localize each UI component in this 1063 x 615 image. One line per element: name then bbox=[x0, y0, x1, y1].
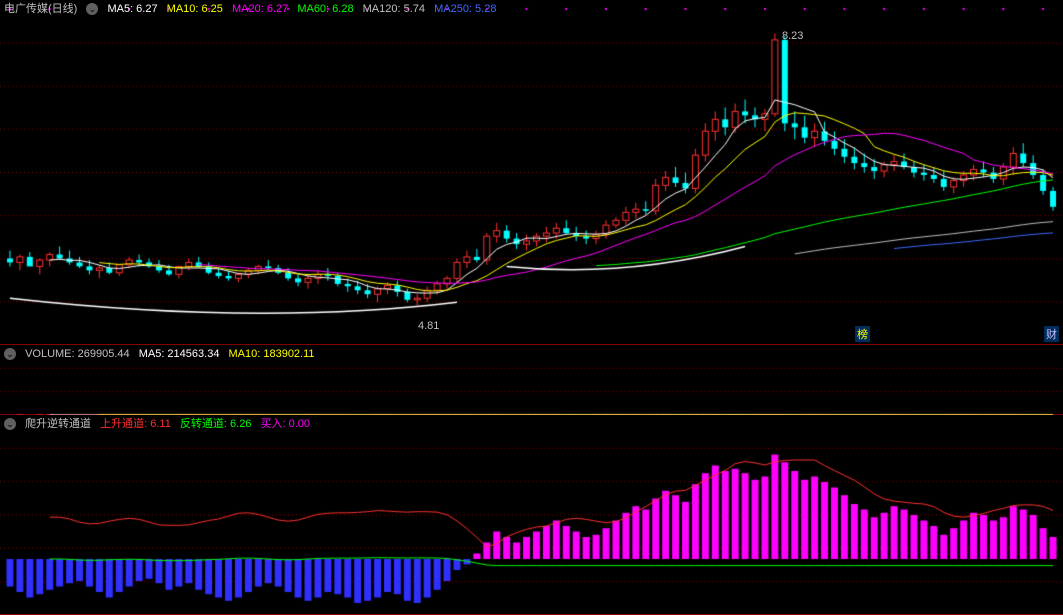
indicator-panel[interactable]: ⌄ 爬升逆转通道 上升通道: 6.11 反转通道: 6.26 买入: 0.00 bbox=[0, 415, 1063, 615]
price-chart-panel[interactable]: 电广传媒(日线) ⌄ MA5: 6.27 MA10: 6.25 MA20: 6.… bbox=[0, 0, 1063, 345]
reverse-channel-label: 反转通道: 6.26 bbox=[180, 418, 252, 430]
low-price-label: 4.81 bbox=[418, 320, 439, 332]
expand-icon[interactable]: ⌄ bbox=[4, 418, 16, 430]
stock-name-label: 电广传媒(日线) bbox=[4, 3, 77, 15]
volume-panel[interactable]: ⌄ VOLUME: 269905.44 MA5: 214563.34 MA10:… bbox=[0, 345, 1063, 415]
expand-icon[interactable]: ⌄ bbox=[4, 348, 16, 360]
buy-label: 买入: 0.00 bbox=[261, 418, 311, 430]
ma5-label: MA5: 6.27 bbox=[107, 3, 157, 15]
ma20-label: MA20: 6.27 bbox=[232, 3, 288, 15]
price-panel-title: 电广传媒(日线) ⌄ MA5: 6.27 MA10: 6.25 MA20: 6.… bbox=[4, 2, 502, 16]
stock-chart-container: 电广传媒(日线) ⌄ MA5: 6.27 MA10: 6.25 MA20: 6.… bbox=[0, 0, 1063, 615]
chart-badge-cai[interactable]: 财 bbox=[1044, 326, 1059, 342]
volume-label: VOLUME: 269905.44 bbox=[25, 348, 130, 360]
expand-icon[interactable]: ⌄ bbox=[86, 3, 98, 15]
indicator-name-label: 爬升逆转通道 bbox=[25, 418, 91, 430]
indicator-panel-title: ⌄ 爬升逆转通道 上升通道: 6.11 反转通道: 6.26 买入: 0.00 bbox=[4, 417, 316, 431]
vol-ma5-label: MA5: 214563.34 bbox=[139, 348, 220, 360]
high-price-label: 8.23 bbox=[782, 30, 803, 42]
candlestick-canvas[interactable] bbox=[0, 0, 1063, 345]
indicator-canvas[interactable] bbox=[0, 415, 1063, 615]
ma250-label: MA250: 5.28 bbox=[434, 3, 496, 15]
ma10-label: MA10: 6.25 bbox=[167, 3, 223, 15]
ma60-label: MA60: 6.28 bbox=[297, 3, 353, 15]
vol-ma10-label: MA10: 183902.11 bbox=[229, 348, 315, 360]
chart-badge-bang[interactable]: 榜 bbox=[855, 326, 870, 342]
volume-panel-title: ⌄ VOLUME: 269905.44 MA5: 214563.34 MA10:… bbox=[4, 347, 321, 361]
up-channel-label: 上升通道: 6.11 bbox=[100, 418, 171, 430]
ma120-label: MA120: 5.74 bbox=[363, 3, 425, 15]
